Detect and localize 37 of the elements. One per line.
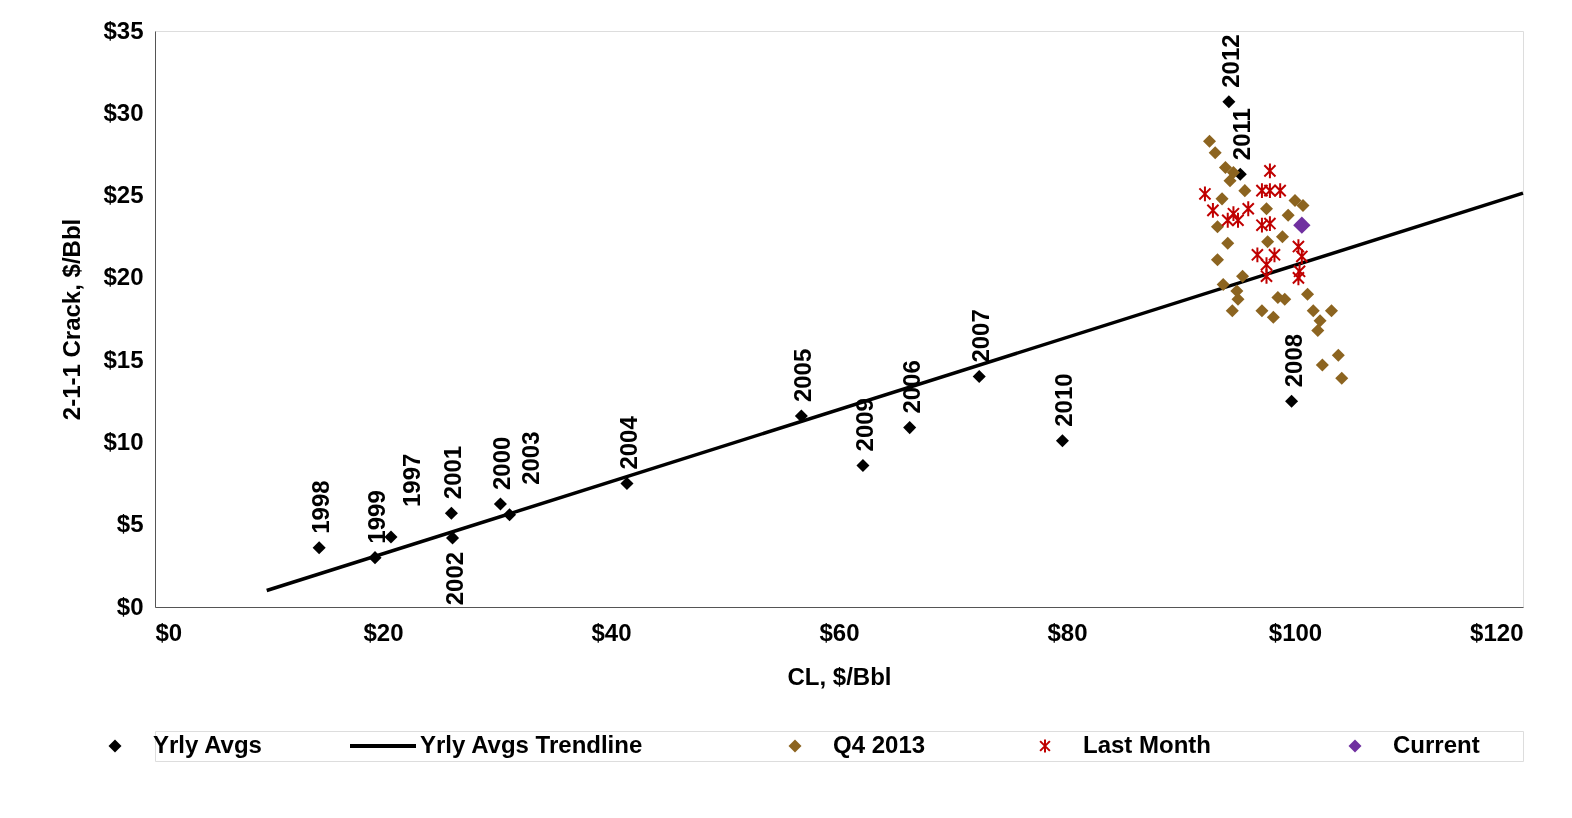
annotation: 2000: [488, 436, 516, 490]
x-tick-label: $40: [591, 618, 632, 646]
y-tick-label: $15: [103, 345, 144, 373]
annotation: 2001: [439, 445, 467, 500]
annotation: 1998: [307, 480, 335, 534]
annotation: 2007: [967, 309, 995, 363]
legend-label: Current: [1393, 731, 1480, 758]
annotation: 2012: [1216, 34, 1244, 88]
annotation: 2002: [440, 551, 468, 606]
y-tick-label: $0: [116, 592, 144, 620]
annotation: 2005: [789, 348, 817, 403]
x-tick-label: $20: [363, 618, 404, 646]
y-axis-title: 2-1-1 Crack, $/Bbl: [58, 218, 86, 421]
legend-label: Q4 2013: [833, 731, 926, 758]
x-tick-label: $100: [1268, 618, 1323, 646]
x-tick-label: $0: [155, 618, 183, 646]
x-tick-label: $80: [1047, 618, 1088, 646]
annotation: 1997: [397, 453, 425, 508]
annotation: 2006: [897, 360, 925, 414]
annotation: 2011: [1228, 108, 1256, 161]
y-tick-label: $10: [103, 427, 144, 455]
annotation: 2008: [1279, 333, 1307, 388]
x-tick-label: $60: [819, 618, 860, 646]
annotation: 2003: [516, 431, 544, 485]
legend-label: Last Month: [1083, 731, 1211, 758]
x-tick-label: $120: [1470, 618, 1524, 646]
legend-label: Yrly Avgs Trendline: [420, 731, 643, 758]
legend-label: Yrly Avgs: [153, 731, 262, 758]
annotation: 2010: [1050, 373, 1078, 427]
annotation: 2004: [614, 415, 642, 470]
y-tick-label: $35: [103, 16, 144, 44]
y-tick-label: $25: [103, 181, 144, 209]
y-tick-label: $20: [103, 263, 144, 291]
y-tick-label: $30: [103, 98, 144, 126]
y-tick-label: $5: [116, 510, 144, 538]
x-axis-title: CL, $/Bbl: [787, 662, 892, 690]
annotation: 1999: [363, 490, 391, 544]
